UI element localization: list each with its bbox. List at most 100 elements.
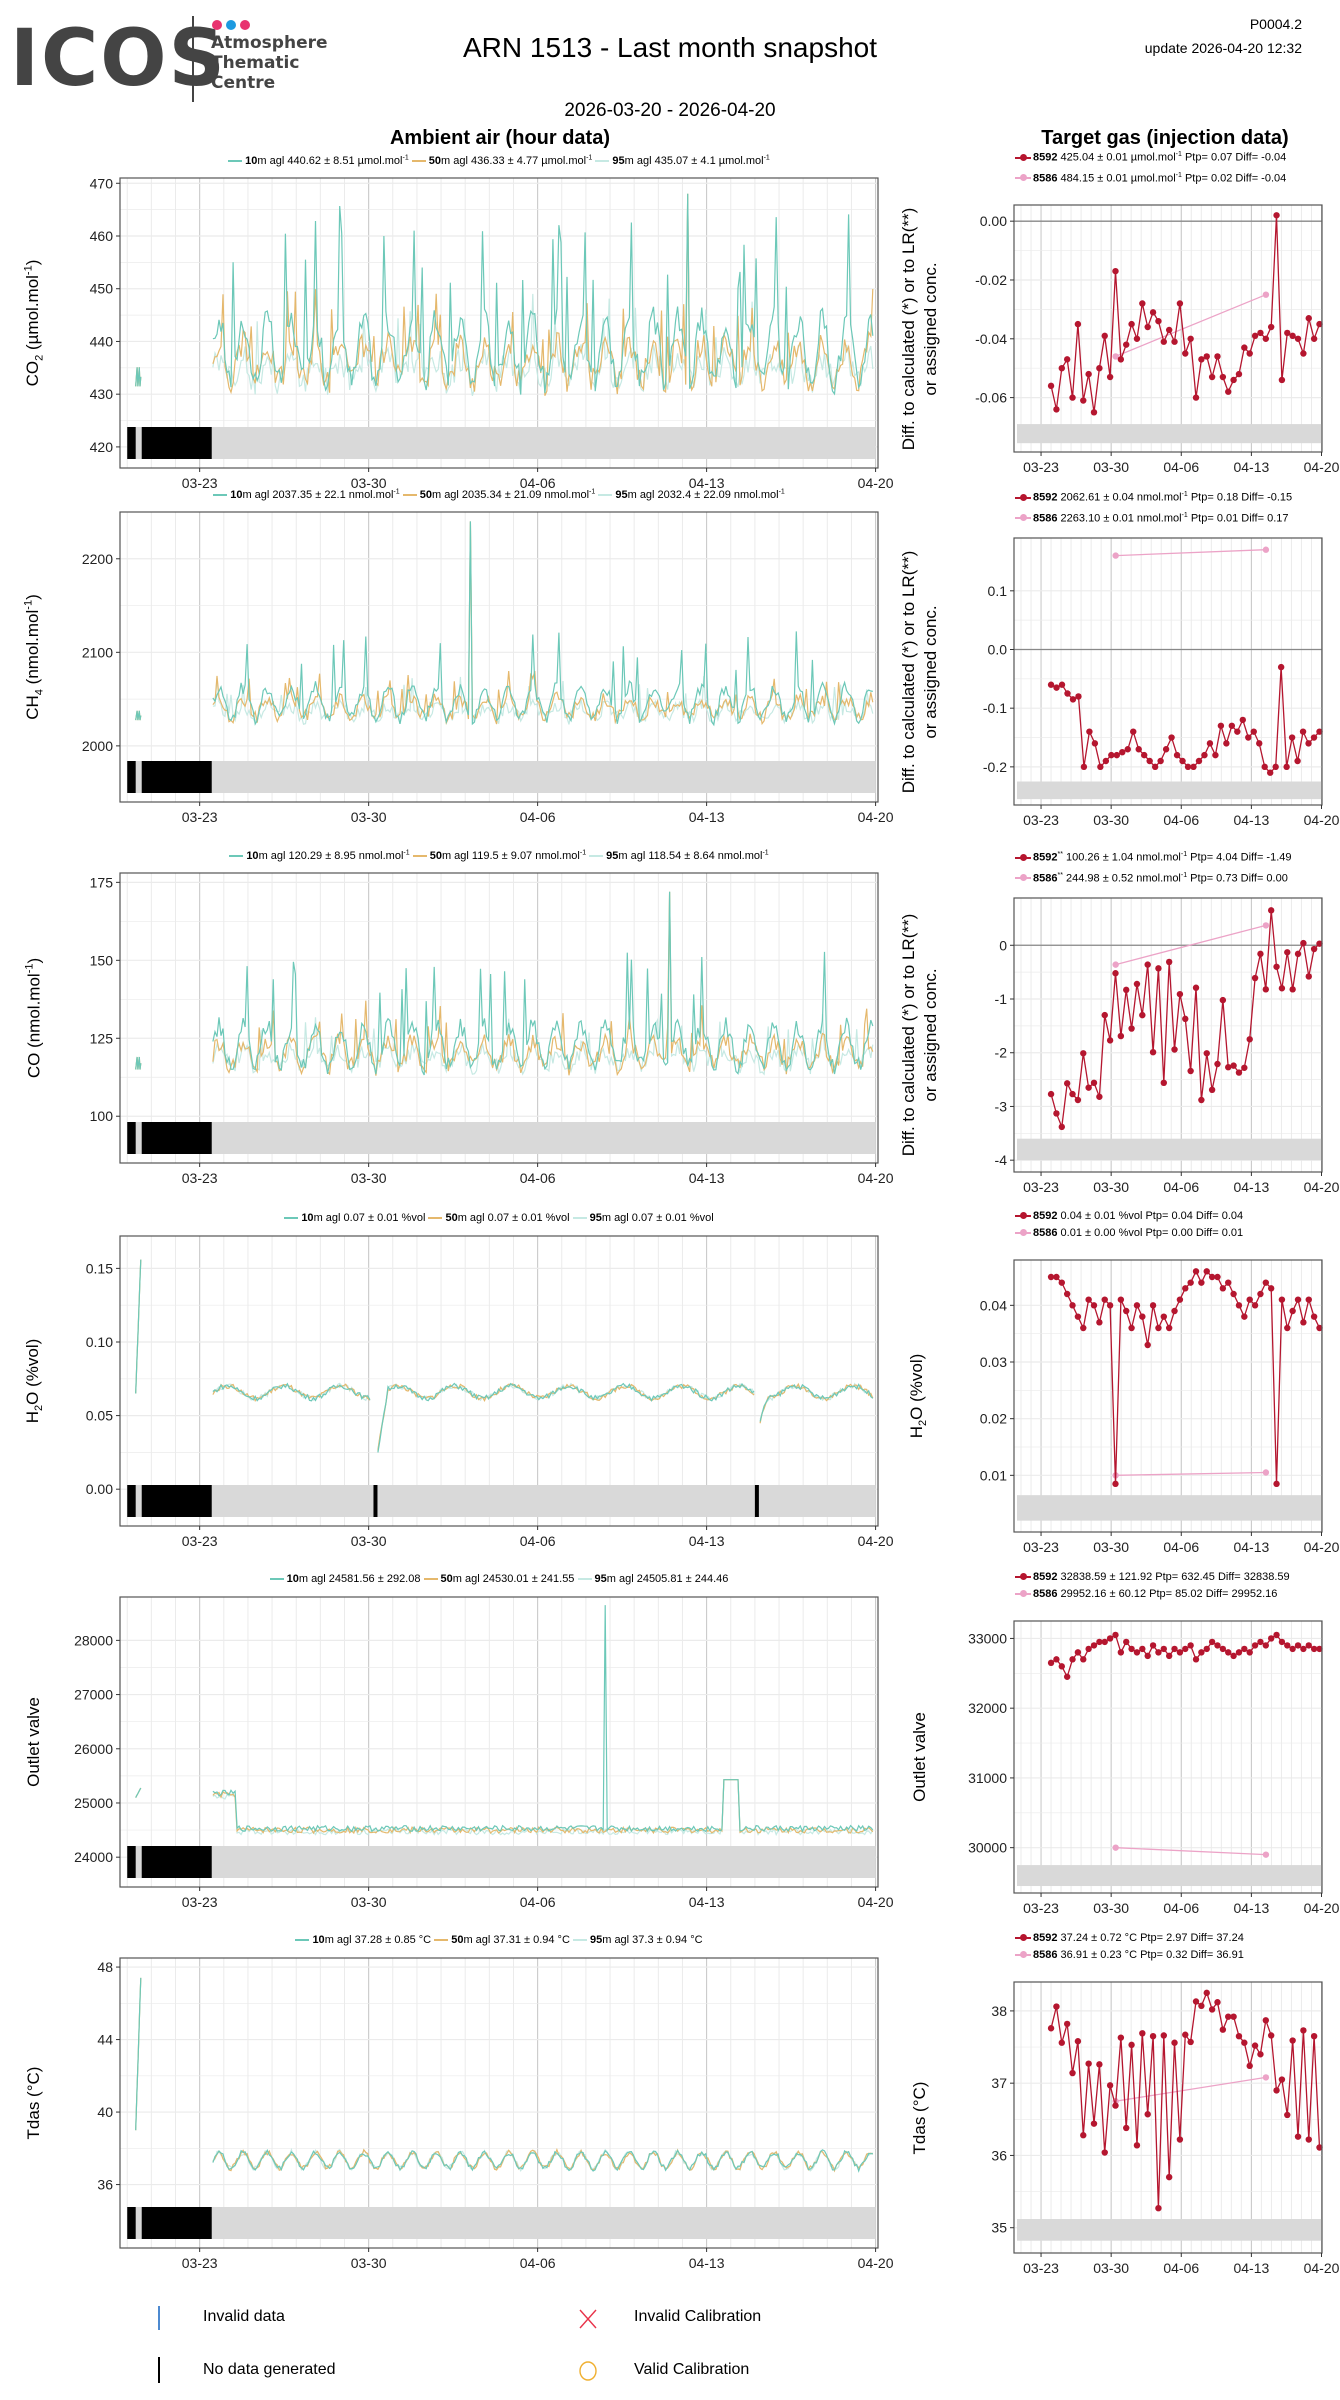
- page-title: ARN 1513 - Last month snapshot: [462, 32, 877, 63]
- x-tick-label: 03-23: [182, 1170, 218, 1186]
- point-8592: [1171, 1645, 1178, 1653]
- point-8592: [1225, 2013, 1232, 2020]
- point-8592: [1316, 320, 1323, 328]
- y-tick-label: -0.1: [983, 700, 1007, 716]
- point-8592: [1112, 2102, 1119, 2109]
- y-tick-label: 0.15: [86, 1260, 113, 1276]
- point-8592: [1235, 1649, 1243, 1656]
- point-8592: [1239, 716, 1246, 724]
- point-8592: [1294, 335, 1302, 342]
- x-tick-label: 04-06: [1163, 1900, 1199, 1916]
- point-8592: [1117, 1296, 1125, 1303]
- point-8592: [1139, 1645, 1146, 1653]
- point-8592: [1182, 2031, 1189, 2038]
- x-tick-label: 03-30: [351, 1170, 387, 1186]
- ylabel-part: -1: [22, 265, 35, 276]
- cylinder-id: 8586: [1033, 1949, 1058, 1961]
- point-8592: [1074, 1096, 1082, 1104]
- y-tick-label: 37: [991, 2075, 1007, 2091]
- cylinder-id: 8592: [1033, 1210, 1058, 1222]
- legend-height: 10: [246, 849, 259, 862]
- point-8592: [1123, 2124, 1130, 2132]
- invalid-calibration-icon: [579, 2309, 597, 2329]
- y-tick-label: 0.01: [980, 1467, 1007, 1483]
- point-8592: [1246, 350, 1253, 357]
- point-8592: [1080, 397, 1087, 404]
- point-8592: [1256, 740, 1263, 747]
- point-8592: [1300, 2027, 1307, 2034]
- point-8592: [1203, 1645, 1210, 1653]
- no-data-icon: [158, 2357, 160, 2383]
- point-8592: [1171, 2039, 1178, 2046]
- series-95m-line: [212, 521, 874, 726]
- left-y-axis-label: CO2 (µmol.mol-1): [22, 260, 45, 387]
- point-8592: [1090, 409, 1098, 416]
- x-tick-label: 03-23: [182, 1533, 218, 1549]
- point-8592: [1135, 746, 1142, 753]
- ylabel-part: (nmol.mol: [23, 609, 43, 690]
- point-8592: [1300, 1645, 1307, 1653]
- point-8592: [1266, 769, 1274, 776]
- point-8592: [1192, 984, 1200, 991]
- point-8592: [1250, 728, 1257, 735]
- plot-frame: [1013, 204, 1323, 453]
- legend-marker-icon: [1015, 493, 1031, 501]
- point-8592: [1160, 1313, 1168, 1320]
- ylabel-part: -1: [22, 599, 35, 610]
- point-8592: [1251, 2042, 1259, 2049]
- x-tick-label: 03-30: [351, 809, 387, 825]
- point-8592: [1278, 376, 1286, 384]
- ylabel-part: (µmol.mol: [23, 275, 43, 355]
- logo-dot: [240, 20, 250, 30]
- x-tick-label: 03-23: [182, 1894, 218, 1910]
- x-tick-label: 04-06: [1163, 459, 1199, 475]
- ambient-chart-co: 100 125 150 175 03-23 03-30 04-06 04-13 04-20: [90, 872, 894, 1186]
- point-8592: [1053, 1273, 1060, 1281]
- x-tick-label: 04-20: [858, 809, 894, 825]
- point-8592: [1235, 2033, 1243, 2040]
- right-y-axis-label: Diff. to calculated (*) or to LR(**) or a…: [898, 550, 942, 793]
- point-8592: [1064, 690, 1071, 697]
- point-8592: [1225, 388, 1232, 395]
- point-8592: [1273, 1631, 1280, 1639]
- legend-swatch-icon: [589, 854, 604, 857]
- series-95m-line: [212, 891, 874, 1076]
- point-8592: [1257, 950, 1264, 958]
- target-legend-entry: 8586 0.01 ± 0.00 %vol Ptp= 0.00 Diff= 0.…: [1015, 1225, 1243, 1242]
- x-tick-label: 04-13: [689, 475, 725, 491]
- no-data-block: [127, 2207, 136, 2239]
- x-tick-label: 03-23: [1023, 1179, 1059, 1195]
- point-8592: [1106, 1037, 1114, 1044]
- legend-marker-icon: [1015, 853, 1031, 861]
- legend-swatch-icon: [295, 1939, 310, 1942]
- point-8592: [1310, 1313, 1318, 1320]
- point-8592: [1246, 1036, 1253, 1043]
- legend-height: 10: [286, 1573, 299, 1585]
- logo-line: Centre: [211, 73, 276, 93]
- legend-entry: 10m agl 24581.56 ± 292.08: [269, 1573, 424, 1585]
- right-y-axis-label: Diff. to calculated (*) or to LR(**) or a…: [898, 207, 942, 450]
- x-tick-label: 04-13: [1233, 1900, 1269, 1916]
- target-stats: 32838.59 ± 121.92 Ptp= 632.45 Diff= 3283…: [1057, 1571, 1290, 1583]
- y-tick-label: 31000: [968, 1770, 1007, 1786]
- x-tick-label: 04-13: [1233, 812, 1269, 828]
- target-stats: 100.26 ± 1.04 nmol.mol: [1062, 851, 1181, 864]
- target-legend: 8592 37.24 ± 0.72 °C Ptp= 2.97 Diff= 37.…: [1015, 1930, 1244, 1964]
- target-legend-entry: 8592 0.04 ± 0.01 %vol Ptp= 0.04 Diff= 0.…: [1015, 1208, 1243, 1225]
- y-tick-label: 2200: [82, 551, 113, 567]
- point-8592: [1176, 1649, 1184, 1656]
- legend-height: 50: [419, 488, 432, 501]
- point-8592: [1192, 1656, 1200, 1663]
- ambient-chart-ch4: 2000 2100 2200 03-23 03-30 04-06 04-13 04-20: [82, 511, 894, 825]
- series-10m-line: [135, 1977, 142, 2131]
- legend-swatch-icon: [572, 1217, 587, 1220]
- point-8592: [1096, 1638, 1103, 1646]
- point-8592: [1165, 1324, 1173, 1332]
- point-8592: [1201, 751, 1208, 759]
- flag-band: [1017, 424, 1322, 444]
- target-legend: 8592 32838.59 ± 121.92 Ptp= 632.45 Diff=…: [1015, 1569, 1290, 1603]
- y-tick-label: 38: [991, 2003, 1007, 2019]
- logo-dot: [212, 20, 222, 30]
- point-8592: [1144, 1652, 1151, 1660]
- point-8592: [1128, 1324, 1135, 1332]
